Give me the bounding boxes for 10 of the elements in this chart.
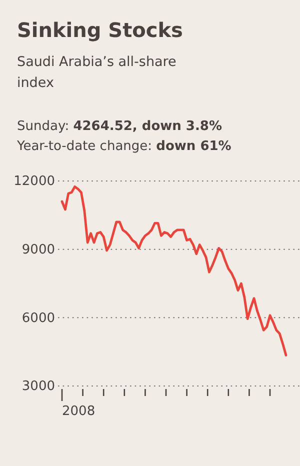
text: Year-to-date change: down 61% — [16, 139, 232, 154]
y-tick-label: 9000 — [22, 242, 55, 258]
y-tick-label: 12000 — [14, 174, 55, 190]
text: 2008 — [62, 404, 96, 419]
text: Sunday: 4264.52, down 3.8% — [17, 119, 222, 134]
y-tick-label: 6000 — [22, 310, 55, 326]
line-series — [60, 185, 288, 356]
chart-title: Sinking Stocks — [17, 18, 183, 42]
y-tick-label: 3000 — [22, 379, 55, 394]
chart-subtitle: Saudi Arabia’s all-share index — [17, 54, 176, 91]
